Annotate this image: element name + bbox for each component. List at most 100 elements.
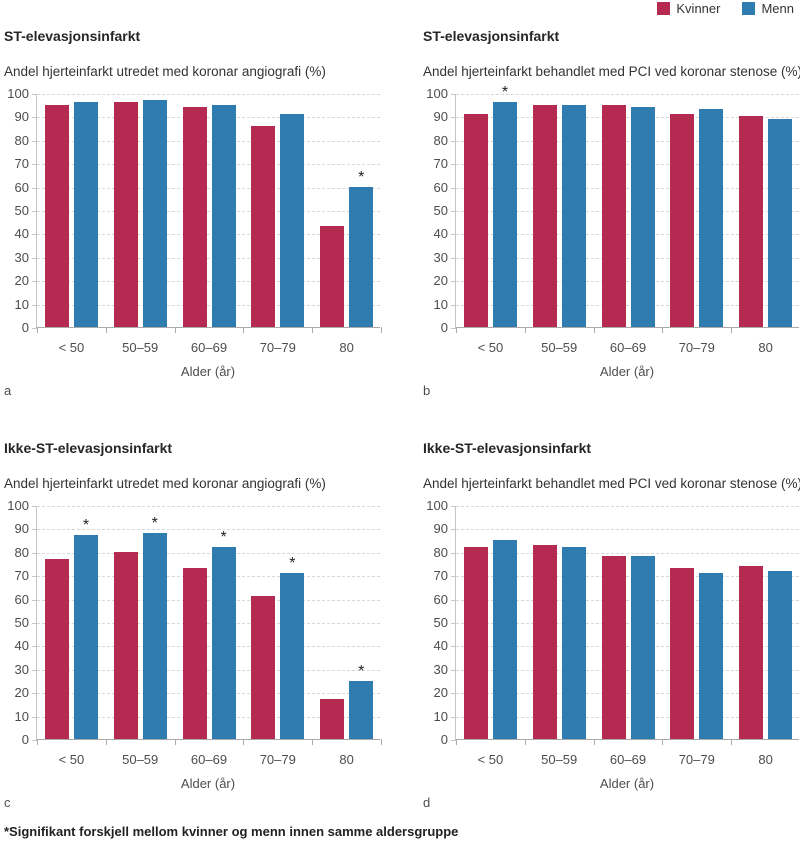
y-tick-label: 30 (14, 661, 29, 677)
y-tick-label: 70 (433, 568, 448, 584)
gridline (456, 94, 799, 95)
x-tick-label: 50–59 (122, 752, 159, 767)
significance-footnote: *Signifikant forskjell mellom kvinner og… (4, 824, 459, 839)
x-axis-tick (662, 327, 664, 333)
y-axis-tick (451, 187, 456, 189)
gridline (37, 94, 380, 95)
x-axis-tick (381, 327, 382, 333)
bar-menn (211, 104, 236, 327)
x-tick-label: 50–59 (122, 340, 159, 355)
y-axis-tick (451, 328, 456, 329)
bar-menn (280, 114, 305, 327)
x-axis-tick (662, 739, 664, 745)
y-tick-label: 60 (433, 179, 448, 195)
panel-b-subtitle: Andel hjerteinfarkt behandlet med PCI ve… (423, 64, 800, 79)
x-tick-label: 70–79 (259, 752, 296, 767)
y-tick-label: 80 (433, 132, 448, 148)
bar-kvinner (601, 104, 626, 327)
bar-menn (211, 547, 236, 739)
x-tick-label: 50–59 (541, 752, 578, 767)
gridline (37, 506, 380, 507)
bar-kvinner (670, 568, 695, 739)
x-tick-label: < 50 (58, 340, 85, 355)
bar-menn (768, 570, 793, 739)
gridline (37, 529, 380, 531)
significance-asterisk: * (82, 517, 90, 535)
y-axis-tick (451, 576, 456, 578)
y-tick-label: 40 (14, 226, 29, 242)
y-tick-label: 30 (14, 249, 29, 265)
gridline (37, 140, 380, 142)
y-axis-tick (32, 164, 37, 166)
bar-menn (74, 535, 98, 739)
y-axis-tick (32, 599, 37, 601)
bar-kvinner (182, 107, 207, 327)
y-axis-tick (451, 94, 456, 95)
y-tick-label: 10 (433, 296, 448, 312)
x-axis-tick (105, 739, 107, 745)
y-tick-label: 80 (433, 544, 448, 560)
y-tick-label: 20 (14, 685, 29, 701)
gridline (37, 234, 380, 236)
y-tick-label: 60 (14, 179, 29, 195)
y-tick-label: 90 (433, 109, 448, 125)
y-axis-tick (451, 623, 456, 624)
y-axis-tick (32, 716, 37, 718)
gridline (456, 140, 799, 142)
y-axis-tick (32, 234, 37, 236)
panel-d-plot-area: 0 10 20 30 40 50 60 70 80 90 100 < 50 50–59 60–69 70–7… (426, 498, 799, 767)
legend-item-menn: Menn (742, 1, 794, 16)
y-tick-label: 10 (433, 708, 448, 724)
x-axis-tick (456, 327, 457, 333)
gridline (37, 693, 380, 695)
panel-b-x-axis-title: Alder (år) (599, 364, 655, 379)
gridline (37, 257, 380, 259)
x-axis-tick (37, 739, 38, 745)
y-tick-label: 20 (433, 685, 448, 701)
y-tick-label: 90 (14, 521, 29, 537)
y-axis-tick (32, 94, 37, 95)
y-axis-tick (451, 740, 456, 741)
y-axis-tick (32, 552, 37, 554)
bar-menn (349, 680, 374, 739)
gridline (456, 234, 799, 236)
gridline (37, 646, 380, 648)
x-tick-label: 60–69 (190, 340, 228, 355)
y-axis-tick (32, 669, 37, 671)
x-axis-tick (174, 327, 176, 333)
y-tick-label: 0 (440, 320, 448, 335)
gridline (456, 211, 799, 212)
bar-kvinner (320, 699, 345, 739)
y-axis-tick (451, 234, 456, 236)
panel-d-title: Ikke-ST-elevasjonsinfarkt (423, 440, 592, 456)
bar-menn (142, 533, 167, 739)
panel-d-letter: d (423, 795, 431, 810)
y-tick-label: 70 (14, 568, 29, 584)
x-tick-label: 80 (758, 340, 773, 355)
panel-d-x-axis-title: Alder (år) (599, 776, 655, 791)
y-axis-tick (451, 281, 456, 283)
x-tick-label: < 50 (477, 340, 504, 355)
y-tick-label: 0 (21, 732, 29, 747)
significance-asterisk: * (289, 554, 296, 572)
y-axis-tick (32, 576, 37, 578)
y-axis-tick (451, 506, 456, 507)
gridline (456, 187, 799, 189)
gridline (37, 669, 380, 671)
chart-legend: Kvinner Menn (657, 1, 794, 16)
panel-d: Ikke-ST-elevasjonsinfarkt Andel hjertein… (423, 440, 800, 812)
y-tick-label: 30 (433, 661, 448, 677)
y-axis-tick (451, 693, 456, 695)
gridline (37, 117, 380, 119)
gridline (456, 506, 799, 507)
legend-label-menn: Menn (761, 1, 794, 16)
panel-b: ST-elevasjonsinfarkt Andel hjerteinfarkt… (423, 28, 800, 400)
x-tick-label: 80 (339, 752, 354, 767)
y-tick-label: 30 (433, 249, 448, 265)
bar-kvinner (251, 125, 276, 327)
gridline (456, 304, 799, 306)
y-tick-label: 60 (14, 591, 29, 607)
y-tick-label: 80 (14, 132, 29, 148)
y-tick-label: 40 (433, 226, 448, 242)
